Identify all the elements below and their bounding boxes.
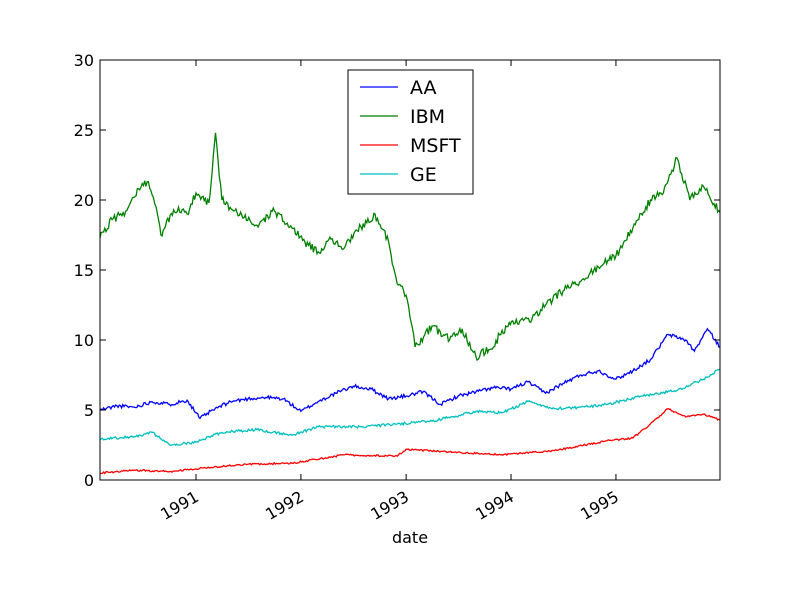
series-line-ge — [99, 368, 721, 447]
legend-label-aa: AA — [410, 77, 437, 99]
series-line-aa — [99, 327, 721, 420]
legend-label-ibm: IBM — [410, 106, 445, 128]
x-axis-title: date — [392, 528, 428, 547]
y-tick-label: 20 — [74, 191, 94, 210]
legend-label-msft: MSFT — [410, 135, 461, 157]
x-tick-label: 1995 — [577, 487, 622, 524]
series-lines-layer — [99, 132, 721, 475]
legend-box — [347, 69, 474, 195]
x-tick-label: 1991 — [157, 487, 202, 524]
series-line-ibm — [99, 132, 721, 362]
legend: AA IBM MSFT GE — [347, 69, 474, 195]
y-tick-label: 15 — [74, 261, 94, 280]
y-tick-label: 0 — [84, 471, 94, 490]
y-tick-label: 30 — [74, 51, 94, 70]
series-line-msft — [99, 407, 721, 475]
y-tick-label: 10 — [74, 331, 94, 350]
x-tick-label: 1994 — [472, 487, 517, 524]
y-tick-label: 25 — [74, 121, 94, 140]
x-tick-label: 1993 — [367, 487, 412, 524]
y-tick-label: 5 — [84, 401, 94, 420]
x-tick-label: 1992 — [262, 487, 307, 524]
legend-label-ge: GE — [410, 164, 437, 186]
